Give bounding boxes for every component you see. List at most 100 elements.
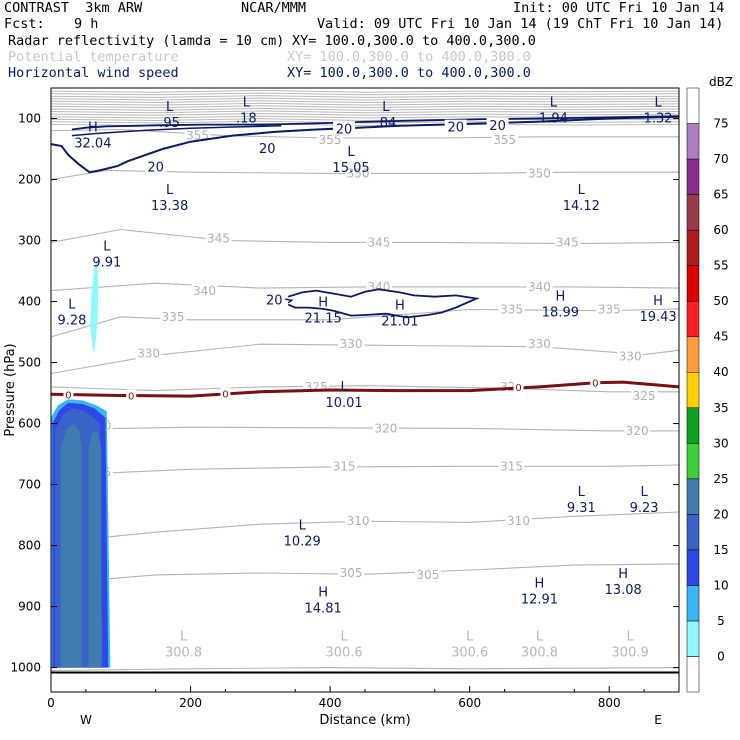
extremum-marker: L — [382, 100, 390, 115]
extremum-value: 12.91 — [521, 592, 558, 607]
wind-contour-tail — [284, 298, 294, 304]
colorbar-swatch — [686, 656, 700, 693]
colorbar-tick-label: 35 — [713, 401, 728, 415]
theta-label: 335 — [500, 302, 523, 316]
theta-label-bg — [491, 131, 518, 146]
theta-band-line — [50, 120, 680, 124]
extremum-value: 32.04 — [74, 137, 111, 152]
y-tick-label: 100 — [18, 112, 41, 126]
extremum-marker: L — [466, 629, 474, 644]
extremum-value: 15.05 — [332, 161, 369, 176]
extremum-marker: H — [535, 576, 545, 591]
colorbar-swatch — [686, 87, 700, 124]
theta-band-line — [50, 92, 680, 96]
extremum-value: 300.8 — [165, 645, 202, 660]
theta-label: 305 — [340, 566, 363, 580]
x-axis-label: Distance (km) — [319, 713, 410, 728]
freezing-label: 0 — [128, 391, 134, 402]
y-tick-label: 1000 — [10, 661, 41, 675]
colorbar-tick-label: 70 — [713, 152, 728, 166]
theta-band-line — [50, 89, 680, 93]
extremum-value: 10.29 — [284, 534, 321, 549]
reflectivity-region — [60, 423, 82, 668]
theta-label-bg — [338, 565, 365, 580]
wind-label-bg — [144, 159, 167, 174]
y-tick-label: 700 — [18, 478, 41, 492]
wind-contour-label: 20 — [147, 160, 164, 175]
y-tick-label: 300 — [18, 234, 41, 248]
extremum-value: .84 — [376, 116, 397, 131]
valid-time: Valid: 09 UTC Fri 10 Jan 14 (19 ChT Fri … — [317, 16, 724, 32]
wind-label-bg — [486, 117, 509, 132]
wind-contour-label: 20 — [489, 119, 506, 134]
theta-label: 330 — [528, 337, 551, 351]
extremum-marker: L — [578, 485, 586, 500]
fcst-value: 9 h — [74, 16, 99, 32]
org-label: NCAR/MMM — [241, 0, 307, 16]
freezing-label: 0 — [515, 383, 521, 394]
theta-contour-320 — [50, 426, 679, 432]
freezing-label-bg — [63, 388, 74, 400]
theta-label-bg — [498, 458, 525, 473]
colorbar-tick-label: 40 — [713, 365, 728, 379]
theta-label-bg — [365, 234, 392, 249]
model-title: CONTRAST 3km ARW — [4, 0, 143, 16]
theta-label-bg — [205, 230, 232, 245]
colorbar-tick-label: 15 — [713, 543, 728, 557]
extremum-marker: H — [395, 299, 405, 314]
wind-contour-20 — [50, 115, 680, 174]
extremum-value: 300.8 — [521, 645, 558, 660]
field-theta: Potential temperature — [8, 49, 179, 65]
y-tick-label: 400 — [18, 295, 41, 309]
colorbar-tick-label: 60 — [713, 223, 728, 237]
freezing-label-bg — [513, 380, 524, 392]
extremum-value: .18 — [236, 112, 257, 127]
wind-contour-label: 20 — [447, 121, 464, 136]
extremum-marker: L — [347, 145, 355, 160]
theta-label: 345 — [556, 235, 579, 249]
theta-label-bg — [505, 513, 532, 528]
theta-label: 345 — [207, 232, 230, 246]
extremum-value: 13.38 — [151, 199, 188, 214]
theta-label-bg — [526, 165, 553, 180]
east-label: E — [654, 713, 662, 727]
wind-label-bg — [444, 119, 467, 134]
colorbar-unit: dBZ — [709, 75, 733, 89]
field-wind: Horizontal wind speed — [8, 65, 179, 81]
theta-label: 330 — [340, 337, 363, 351]
field-theta-xy: XY= 100.0,300.0 to 400.0,300.0 — [287, 49, 531, 65]
theta-label: 305 — [416, 568, 439, 582]
theta-contour-325 — [50, 385, 679, 393]
extremum-marker: H — [318, 585, 328, 600]
theta-label-bg — [554, 234, 581, 249]
wind-contour-label: 20 — [336, 122, 353, 137]
theta-band-line — [50, 102, 680, 106]
freezing-label-bg — [590, 376, 601, 388]
theta-label: 310 — [347, 514, 370, 528]
field-reflectivity-xy: XY= 100.0,300.0 to 400.0,300.0 — [292, 33, 536, 49]
theta-band-line — [50, 95, 680, 98]
extremum-value: 9.28 — [57, 314, 86, 329]
theta-label: 320 — [374, 421, 397, 435]
init-time: Init: 00 UTC Fri 10 Jan 14 — [513, 0, 725, 16]
theta-label: 355 — [493, 133, 516, 147]
colorbar-tick-label: 30 — [713, 436, 728, 450]
colorbar-swatch — [686, 336, 700, 373]
reflectivity-region — [88, 430, 102, 668]
extremum-marker: H — [318, 296, 328, 311]
extremum-marker: H — [618, 567, 628, 582]
wind-label-bg — [333, 121, 356, 136]
extremum-value: 9.91 — [92, 256, 121, 271]
extremum-value: 9.23 — [630, 501, 659, 516]
theta-band-line — [50, 105, 680, 109]
extremum-marker: L — [640, 485, 648, 500]
theta-label-bg — [160, 308, 187, 323]
extremum-value: 10.01 — [325, 396, 362, 411]
wind-contour-label: 20 — [259, 142, 276, 157]
wind-contour-upper — [71, 115, 680, 131]
theta-label-bg — [631, 388, 658, 403]
freezing-label-bg — [126, 389, 137, 401]
y-tick-label: 900 — [18, 600, 41, 614]
wind-contour-inner — [71, 125, 282, 137]
extremum-value: 300.6 — [451, 645, 488, 660]
